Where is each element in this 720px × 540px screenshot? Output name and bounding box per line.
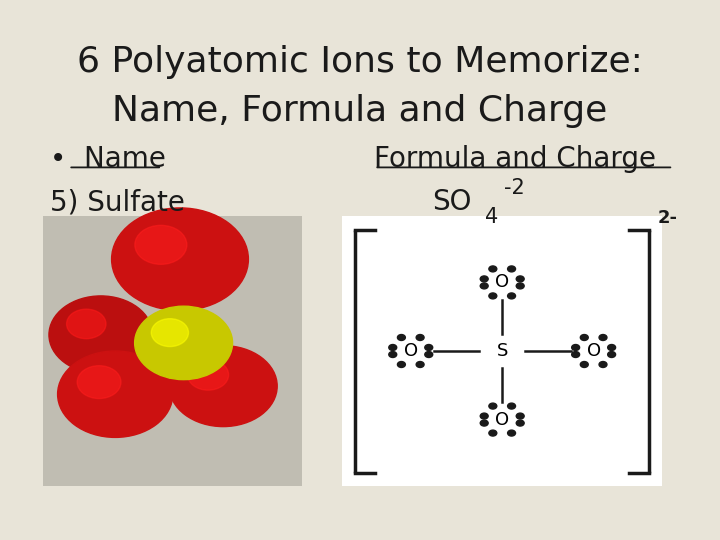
Circle shape	[397, 362, 405, 368]
FancyBboxPatch shape	[342, 216, 662, 486]
Text: S: S	[497, 342, 508, 360]
Text: 5) Sulfate: 5) Sulfate	[50, 188, 185, 217]
Circle shape	[580, 334, 588, 341]
FancyBboxPatch shape	[43, 216, 302, 486]
Circle shape	[389, 352, 397, 357]
Circle shape	[508, 430, 516, 436]
Circle shape	[489, 293, 497, 299]
Circle shape	[516, 413, 524, 419]
Circle shape	[135, 306, 233, 380]
Circle shape	[516, 420, 524, 426]
Circle shape	[516, 283, 524, 289]
Circle shape	[599, 362, 607, 368]
Text: •  Name: • Name	[50, 145, 166, 173]
Circle shape	[416, 334, 424, 341]
Circle shape	[572, 345, 580, 350]
Circle shape	[508, 266, 516, 272]
Circle shape	[416, 362, 424, 368]
Circle shape	[58, 351, 173, 437]
Circle shape	[397, 334, 405, 341]
Circle shape	[608, 352, 616, 357]
Circle shape	[49, 296, 153, 374]
Circle shape	[425, 352, 433, 357]
Circle shape	[151, 319, 189, 347]
Circle shape	[608, 345, 616, 350]
Circle shape	[489, 403, 497, 409]
Text: Name, Formula and Charge: Name, Formula and Charge	[112, 94, 608, 127]
Circle shape	[480, 413, 488, 419]
Circle shape	[389, 345, 397, 350]
Circle shape	[572, 352, 580, 357]
Circle shape	[489, 430, 497, 436]
Text: 2-: 2-	[658, 209, 678, 227]
Circle shape	[135, 225, 186, 265]
Circle shape	[480, 283, 488, 289]
Text: 4: 4	[485, 206, 498, 227]
Circle shape	[425, 345, 433, 350]
Text: SO: SO	[432, 188, 472, 217]
Text: Formula and Charge: Formula and Charge	[374, 145, 657, 173]
Circle shape	[187, 360, 229, 390]
Circle shape	[508, 403, 516, 409]
Circle shape	[480, 420, 488, 426]
Circle shape	[77, 366, 121, 399]
Text: O: O	[404, 342, 418, 360]
Circle shape	[516, 276, 524, 282]
Circle shape	[508, 293, 516, 299]
Text: O: O	[495, 410, 509, 429]
Circle shape	[66, 309, 106, 339]
Text: O: O	[587, 342, 600, 360]
Text: 6 Polyatomic Ions to Memorize:: 6 Polyatomic Ions to Memorize:	[77, 45, 643, 79]
Circle shape	[489, 266, 497, 272]
Text: O: O	[495, 273, 509, 292]
Circle shape	[480, 276, 488, 282]
Circle shape	[599, 334, 607, 341]
Circle shape	[112, 208, 248, 310]
Circle shape	[169, 346, 277, 427]
Text: -2: -2	[504, 178, 525, 199]
Circle shape	[580, 362, 588, 368]
